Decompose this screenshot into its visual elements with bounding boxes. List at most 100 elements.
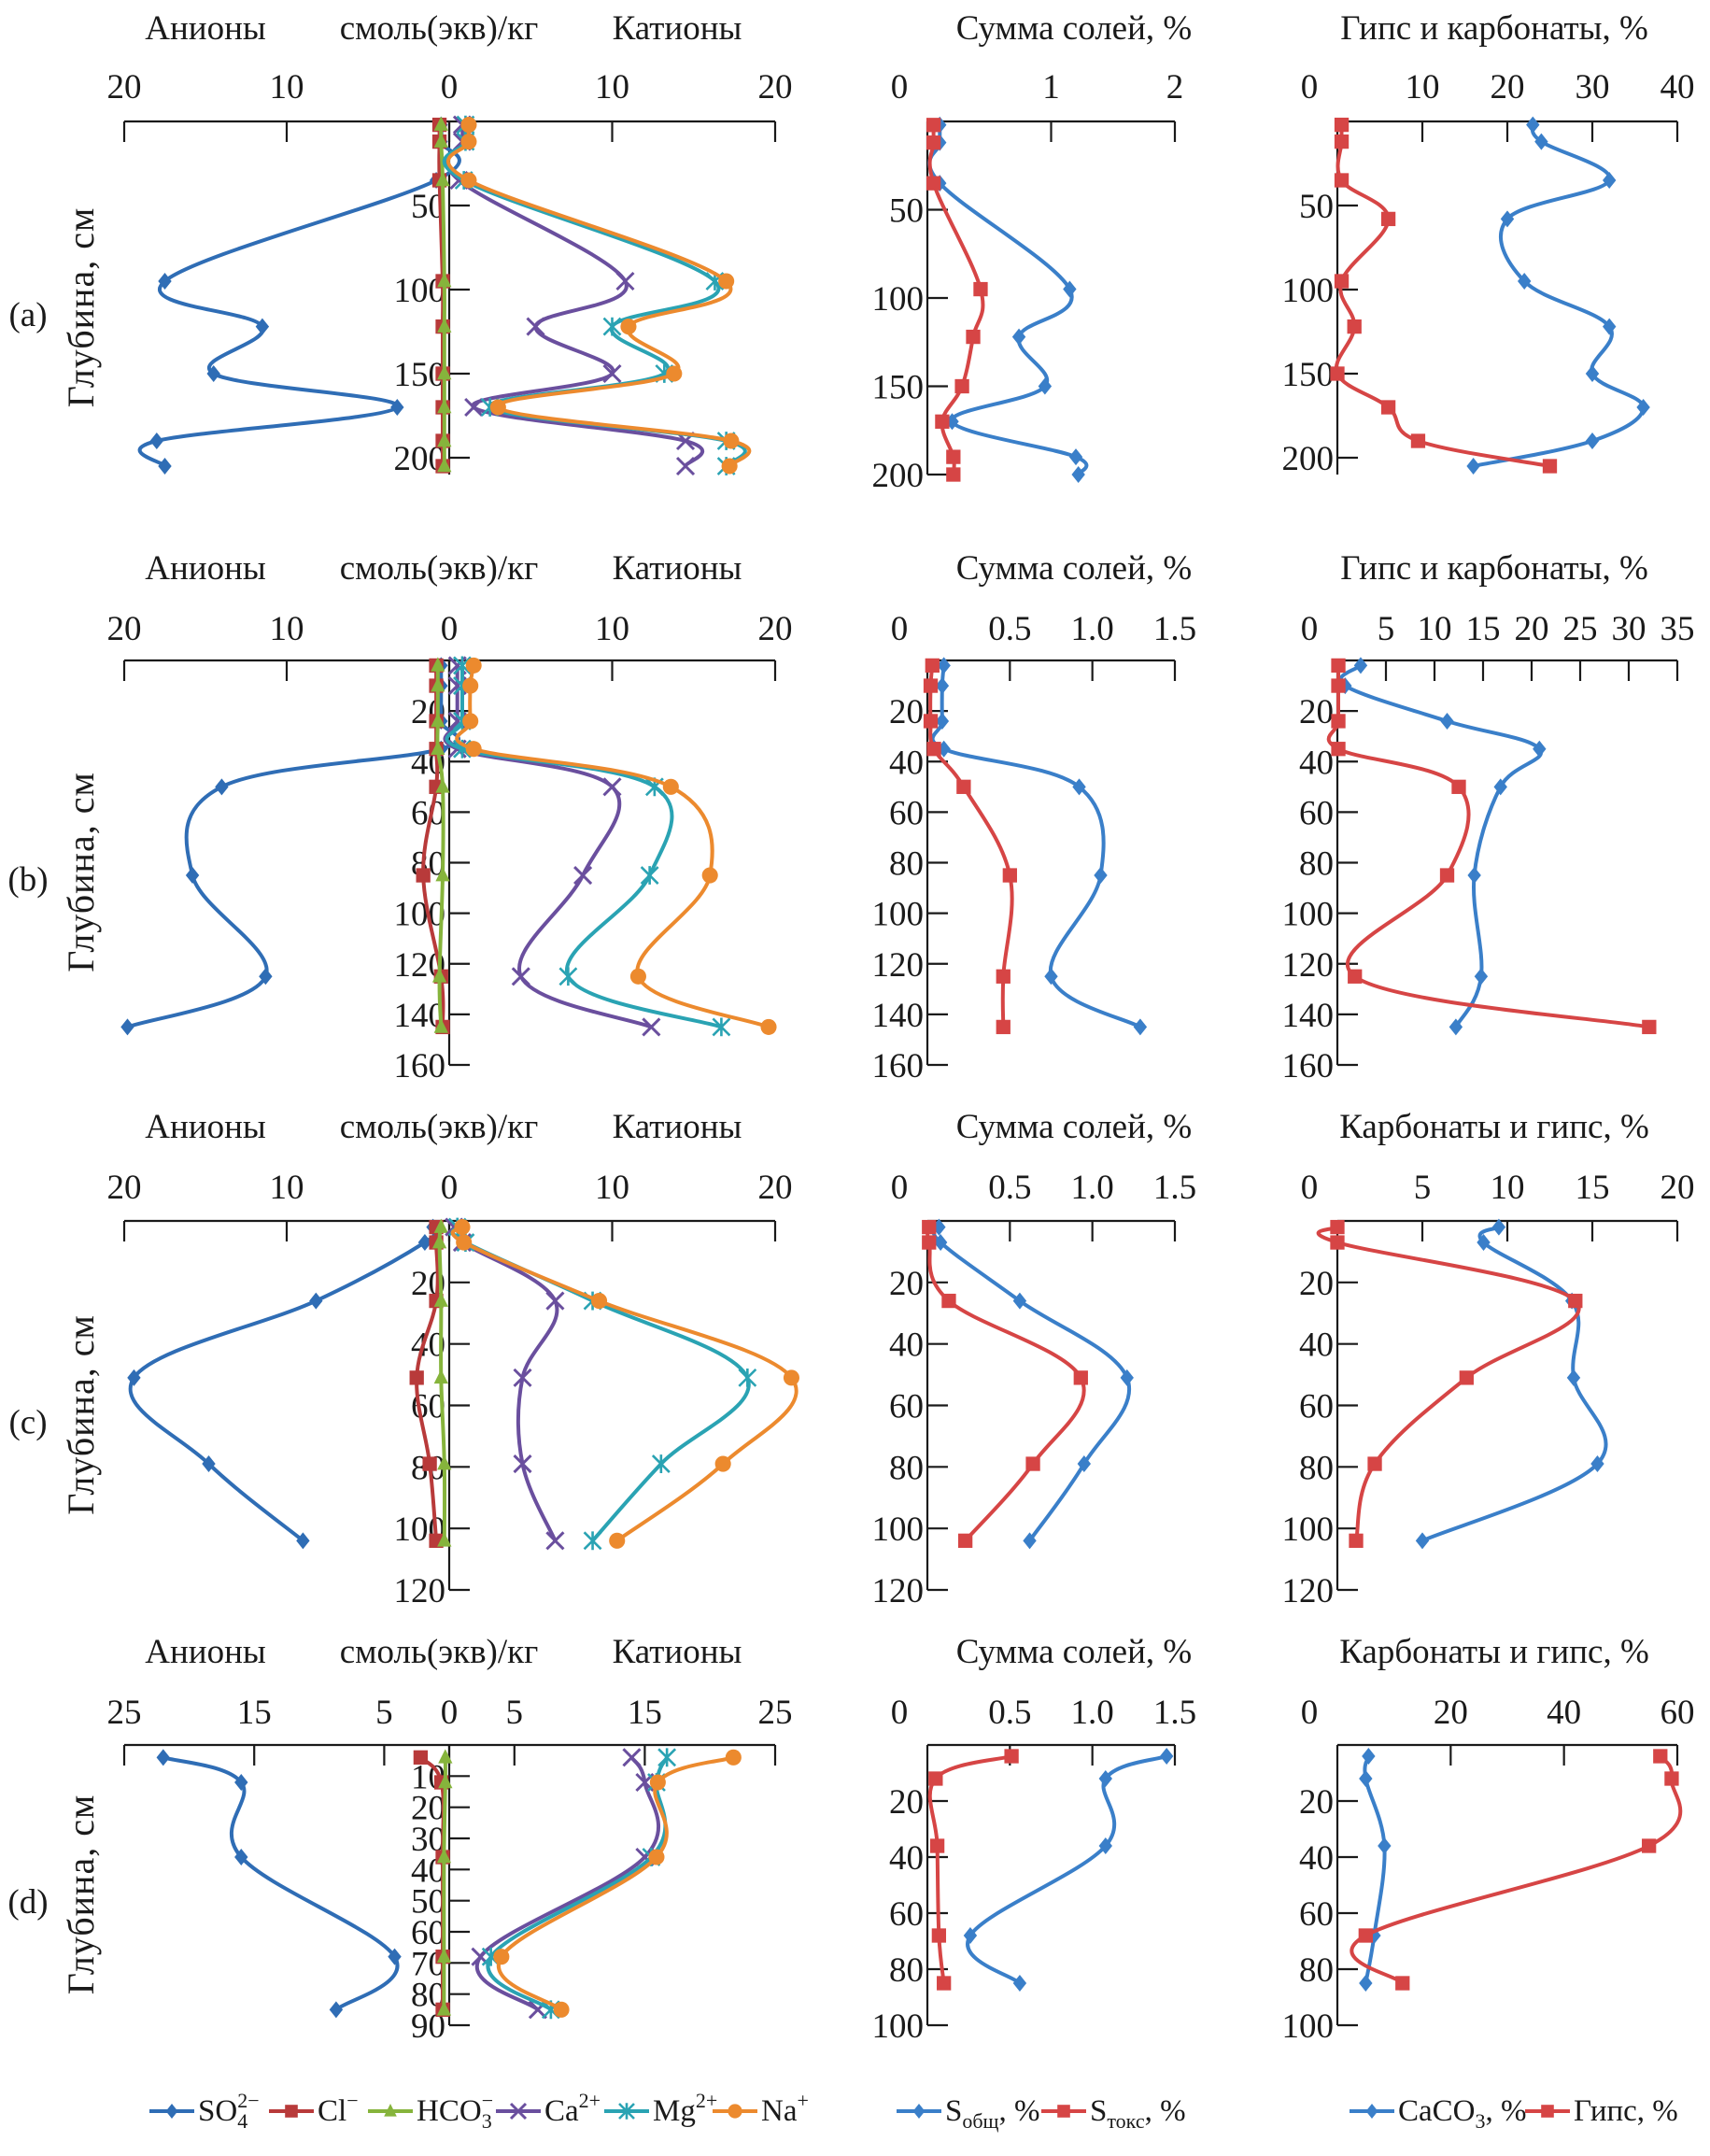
point-CaCO3 (1415, 1532, 1430, 1550)
panel-d-carb: Карбонаты и гипс, % 0 20 40 60 20 40 60 80 100 (1282, 1633, 1695, 2046)
legend-ions: SO42− Cl− HCO3− Ca2+ Mg2+ Na+ (149, 2089, 809, 2133)
series-Mg (442, 115, 747, 475)
y-tick-label: 80 (1299, 1951, 1334, 1990)
point-CaCO3 (1362, 1748, 1376, 1765)
series-S_total (927, 116, 1089, 483)
point-CaCO3 (1440, 712, 1454, 730)
line-Gypsum (1326, 663, 1651, 1029)
point-HCO3 (433, 116, 448, 131)
series-Ca (443, 656, 661, 1037)
point-Na (460, 134, 477, 150)
line-HCO3 (435, 663, 445, 1029)
series-SO4 (156, 1749, 402, 2019)
line-Na (497, 1755, 736, 2012)
point-S_total (1068, 448, 1083, 466)
point-S_tox (946, 467, 961, 482)
point-S_total (1098, 1770, 1112, 1787)
legend-label: SO42− (198, 2089, 260, 2133)
point-Gypsum (1334, 173, 1350, 188)
y-tick-label: 60 (889, 1388, 924, 1426)
point-HCO3 (438, 1749, 453, 1764)
line-Ca (475, 1755, 661, 2012)
y-tick-label: 50 (1299, 188, 1334, 226)
series-CaCO3 (1359, 1748, 1392, 1992)
line-S_total (966, 1754, 1169, 1985)
series-Na (450, 1219, 799, 1549)
anion-title: Анионы (145, 1108, 265, 1146)
point-S_total (1098, 1837, 1112, 1854)
line-S_total (930, 663, 1142, 1029)
point-CaCO3 (1449, 1018, 1463, 1036)
line-S_tox (927, 1754, 1014, 1985)
point-S_tox (941, 1293, 956, 1309)
x-tick-label: 20 (758, 1169, 793, 1207)
y-tick-label: 20 (1299, 1783, 1334, 1822)
series-HCO3 (436, 1749, 453, 2016)
point-HCO3 (435, 172, 450, 187)
line-S_total (931, 1225, 1131, 1543)
panel-d-ions: Анионы смоль(экв)/кг Катионы (d) Глубина, см… (7, 1633, 792, 2046)
series-Gypsum (1350, 1749, 1683, 1991)
x-tick-label: 0 (441, 68, 459, 106)
point-Ca (545, 1531, 565, 1551)
point-S_tox (926, 176, 941, 191)
line-Gypsum (1350, 1754, 1683, 1985)
y-tick-label: 60 (1299, 1895, 1334, 1934)
point-Gypsum (1358, 1928, 1373, 1943)
panel-c-carb: Карбонаты и гипс, % 0 5 10 15 20 20 40 60 80 100 12… (1282, 1108, 1695, 1610)
point-S_tox (922, 1235, 937, 1250)
x-tick-label: 20 (1661, 1169, 1695, 1207)
point-HCO3 (433, 133, 448, 148)
y-tick-label: 160 (872, 1047, 925, 1085)
point-S_tox (929, 1838, 945, 1853)
point-HCO3 (433, 1369, 448, 1384)
point-S_tox (926, 742, 941, 757)
point-Gypsum (1664, 1771, 1679, 1786)
x-tick-label: 15 (628, 1694, 662, 1732)
y-tick-label: 100 (394, 896, 446, 934)
point-Mg (583, 1531, 602, 1551)
point-SO4 (149, 433, 163, 449)
point-S_tox (1004, 1749, 1019, 1764)
point-HCO3 (436, 2001, 452, 2016)
legend-item-Mg: Mg2+ (604, 2089, 717, 2128)
x-tick-label: 25 (107, 1694, 142, 1732)
legend-marker (384, 2104, 397, 2117)
point-S_tox (1073, 1370, 1088, 1385)
point-SO4 (296, 1532, 310, 1550)
legend-label: Гипс, % (1574, 2094, 1678, 2128)
point-S_tox (996, 969, 1010, 984)
y-tick-label: 150 (872, 369, 925, 407)
point-Gypsum (1330, 1219, 1345, 1235)
y-tick-label: 140 (872, 997, 925, 1035)
point-SO4 (127, 1369, 141, 1386)
x-tick-label: 5 (375, 1694, 393, 1732)
point-Ca (545, 1291, 565, 1311)
point-CaCO3 (1526, 116, 1540, 134)
legend-item-Na: Na+ (713, 2089, 809, 2128)
point-S_tox (966, 329, 981, 345)
point-Na (456, 1234, 473, 1251)
point-Na (783, 1369, 799, 1386)
panel-a-carb: Гипс и карбонаты, % 0 10 20 30 40 50 100 150 200 (1282, 9, 1695, 478)
point-HCO3 (437, 458, 452, 473)
point-SO4 (120, 1018, 134, 1036)
x-tick-label: 15 (237, 1694, 272, 1732)
y-tick-label: 140 (1282, 997, 1335, 1035)
point-S_tox (973, 281, 988, 297)
point-Na (648, 1849, 665, 1865)
point-CaCO3 (1585, 433, 1600, 449)
series-Na (455, 657, 777, 1035)
x-tick-label: 0 (1301, 68, 1319, 106)
point-SO4 (156, 1749, 170, 1766)
y-tick-label: 200 (872, 457, 925, 495)
point-Na (760, 1018, 777, 1035)
point-S_tox (935, 414, 950, 429)
x-tick-label: 5 (506, 1694, 524, 1732)
legend-item-Cl: Cl− (269, 2089, 359, 2128)
point-HCO3 (436, 1849, 452, 1864)
series-CaCO3 (1415, 1218, 1608, 1550)
point-S_tox (956, 779, 971, 794)
y-tick-label: 120 (1282, 946, 1335, 985)
point-S_total (933, 1234, 948, 1252)
